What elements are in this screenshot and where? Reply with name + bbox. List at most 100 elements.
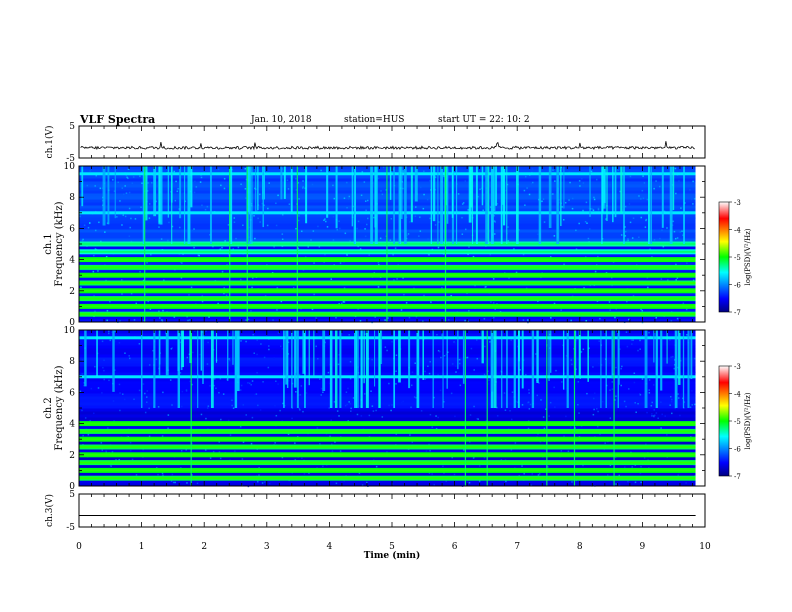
spectrogram-noise [272, 319, 274, 321]
spectrogram-noise [646, 198, 649, 201]
spectrogram-noise [624, 230, 627, 233]
spectrogram-noise [157, 473, 159, 476]
spectrogram-noise [343, 480, 345, 482]
spectrogram-noise [521, 465, 523, 467]
spectrogram-noise [554, 180, 556, 182]
spectrogram-noise [429, 449, 431, 452]
spectrogram-noise [609, 389, 611, 391]
sferic-streak [227, 330, 229, 381]
spectrogram-noise [134, 218, 137, 220]
spectrogram-noise [423, 170, 425, 173]
spectrogram-noise [180, 449, 183, 452]
sferic-streak [153, 330, 156, 408]
sferic-streak [468, 166, 472, 223]
spectrogram-noise [453, 473, 456, 476]
spectrogram-noise [126, 435, 128, 438]
spectrogram-noise [350, 407, 352, 410]
spectrogram-background-row [79, 456, 696, 460]
spectrogram-noise [381, 416, 384, 418]
spectrogram-noise [256, 480, 259, 483]
spectrogram-noise [127, 177, 129, 180]
spectrogram-noise [81, 372, 84, 375]
spectrogram-noise [245, 319, 247, 321]
sferic-streak [614, 166, 617, 218]
colorbar-tick-label: -7 [734, 309, 741, 317]
spectrogram-noise [632, 295, 635, 297]
spectrogram-noise [174, 199, 177, 202]
spectrogram-noise [530, 484, 533, 487]
spectrogram-noise [218, 451, 221, 453]
spectrogram-noise [188, 294, 190, 296]
spectrogram-noise [390, 409, 392, 412]
spectrogram-noise [586, 392, 588, 395]
spectrogram-background-row [79, 417, 696, 421]
spectrogram-noise [666, 227, 668, 229]
sferic-streak [335, 166, 338, 229]
spectrogram-background-row [79, 399, 696, 403]
spectrogram-noise [118, 383, 121, 386]
spectrogram-noise [131, 458, 134, 461]
spectrogram-noise [625, 331, 628, 333]
spectrogram-noise [119, 392, 121, 394]
spectrogram-noise [100, 442, 103, 444]
spectrogram-noise [207, 405, 210, 407]
spectrogram-noise [669, 339, 671, 341]
spectrogram-noise [366, 217, 369, 220]
spectrogram-noise [646, 411, 648, 414]
spectrogram-noise [232, 407, 235, 409]
spectrogram-noise [476, 417, 479, 420]
spectrogram-noise [223, 287, 225, 289]
spectrogram-noise [146, 390, 149, 392]
spectrogram-noise [670, 320, 673, 322]
sferic-streak [587, 330, 589, 382]
spectrogram-noise [542, 416, 545, 418]
spectrogram-noise [201, 204, 203, 207]
spectrogram-noise [667, 279, 669, 281]
spectrogram-noise [419, 230, 422, 232]
spectrogram-background-row [79, 357, 696, 361]
sferic-full [546, 330, 548, 486]
spectrogram-noise [490, 301, 492, 303]
spectrogram-noise [180, 467, 182, 469]
spectrogram-noise [648, 389, 650, 391]
spectrogram-background-row [79, 441, 696, 445]
spectrogram-noise [593, 408, 595, 411]
spectrogram-noise [182, 192, 185, 195]
spectrogram-noise [199, 353, 201, 356]
spectrogram-noise [536, 233, 539, 236]
spectrogram-noise [599, 433, 601, 436]
spectrogram-noise [242, 441, 245, 443]
spectrogram-noise [101, 340, 104, 343]
spectrogram-noise [433, 396, 435, 399]
spectrogram-noise [617, 169, 619, 171]
spectrogram-noise [537, 300, 539, 303]
sferic-streak [145, 166, 148, 221]
spectrogram-noise [128, 207, 131, 210]
sferic-streak [171, 166, 173, 244]
spectrogram-noise [677, 366, 679, 369]
spectrogram-noise [128, 355, 130, 357]
spectrogram-noise [105, 450, 107, 452]
chart-title: VLF Spectra [80, 113, 156, 126]
sferic-streak [255, 166, 257, 212]
sferic-streak [209, 166, 212, 244]
spectrogram-noise [357, 220, 360, 223]
spectrogram-noise [364, 228, 366, 230]
spectrogram-noise [168, 221, 170, 224]
spectrogram-noise [660, 427, 662, 429]
spectrogram-noise [352, 205, 355, 208]
spectrogram-noise [531, 473, 534, 475]
sferic-streak [114, 166, 116, 219]
spectrogram-noise [209, 400, 212, 402]
spectrogram-noise [609, 309, 611, 311]
spectrogram-noise [496, 415, 499, 417]
sferic-streak [687, 330, 690, 408]
spectrogram-noise [423, 193, 425, 196]
sferic-streak [112, 330, 115, 392]
spectrogram-noise [634, 481, 637, 484]
colorbar-label: log(PSD)(V²/Hz) [744, 392, 752, 449]
spectrogram-noise [526, 187, 528, 189]
spectrogram-noise [138, 343, 141, 345]
spectrogram-noise [346, 403, 348, 406]
spectrogram-noise [518, 229, 520, 231]
